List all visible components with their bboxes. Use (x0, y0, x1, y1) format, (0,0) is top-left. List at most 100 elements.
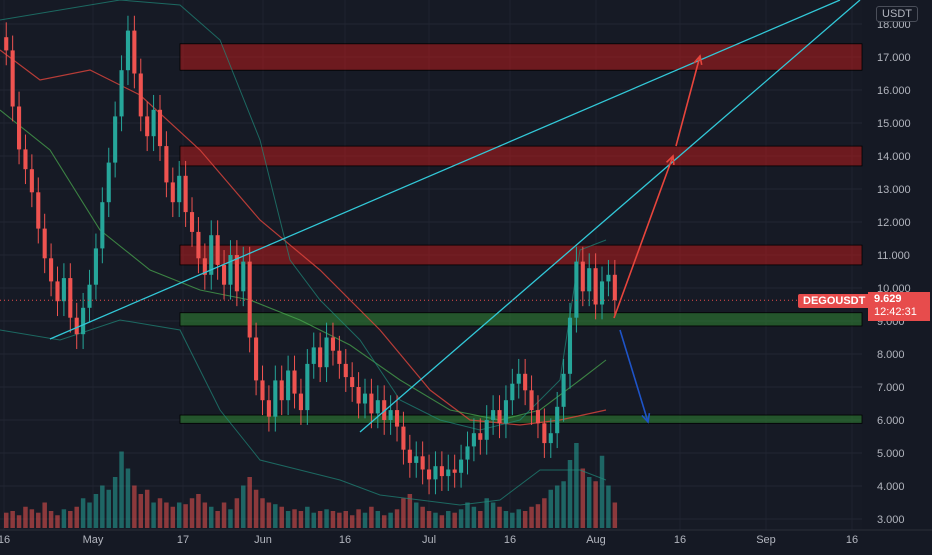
candle-body (535, 410, 541, 424)
volume-bar (426, 511, 432, 528)
candle-body (222, 264, 227, 285)
volume-bar (561, 481, 566, 528)
candle-body (81, 307, 86, 335)
arrow-up-second (675, 54, 703, 147)
volume-bar (215, 511, 220, 528)
candle-body (606, 274, 611, 282)
volume-bar (439, 515, 445, 528)
y-tick-label: 7.000 (877, 382, 905, 394)
volume-bar (516, 509, 521, 528)
x-tick-label: 16 (674, 534, 686, 546)
candle-body (260, 380, 265, 401)
volume-bar (356, 509, 361, 528)
candle-body (151, 109, 156, 137)
volume-bar (202, 502, 208, 528)
volume-bar (164, 502, 169, 528)
candle-body (612, 274, 617, 301)
volume-bar (311, 512, 316, 528)
candle-body (177, 175, 182, 203)
candle-body (311, 347, 316, 364)
bollinger-upper (0, 0, 607, 431)
volume-bar (420, 506, 425, 528)
candle-body (388, 410, 393, 420)
candle-body (433, 466, 438, 480)
arrow-up-first-head (665, 154, 675, 166)
arrow-up-first-path (613, 155, 674, 319)
candle-body (119, 70, 124, 117)
candle-body (145, 116, 150, 137)
candle-body (29, 169, 34, 193)
resistance-zone (179, 145, 863, 167)
candle-body (567, 317, 573, 374)
x-tick-label: 16 (339, 534, 351, 546)
volume-bar (414, 502, 419, 528)
candle-body (478, 433, 483, 440)
currency-label[interactable]: USDT (876, 6, 918, 22)
candle-body (4, 37, 9, 51)
candle-body (452, 469, 457, 473)
candle-body (459, 459, 464, 473)
y-tick-label: 3.000 (877, 514, 905, 526)
volume-bar (279, 506, 284, 528)
volume-bar (74, 506, 79, 528)
candle-body (68, 278, 73, 318)
candle-body (234, 255, 239, 292)
candle-body (241, 261, 246, 292)
volume-bar (266, 502, 272, 528)
candle-body (484, 420, 489, 440)
candle-body (93, 248, 98, 285)
candle-body (305, 363, 310, 411)
volume-bar (151, 502, 156, 528)
candle-body (247, 261, 252, 338)
volume-bar (593, 481, 598, 528)
volume-bar (388, 512, 393, 528)
volume-bar (554, 485, 560, 528)
volume-bar (407, 494, 413, 528)
volume-bar (465, 502, 470, 528)
y-tick-label: 11.000 (877, 250, 910, 262)
candle-body (497, 410, 502, 424)
last-price-value: 9.629 (874, 293, 902, 305)
x-tick-label: 17 (177, 534, 189, 546)
volume-bar (61, 509, 67, 528)
candle-body (10, 50, 15, 107)
candle-body (561, 373, 566, 407)
candle-body (113, 116, 118, 163)
candle-body (542, 423, 547, 444)
candle-body (375, 400, 380, 414)
volume-bar (433, 512, 438, 528)
volume-bar (375, 511, 381, 528)
volume-bar (42, 502, 47, 528)
candle-body (382, 400, 387, 420)
candle-body (298, 393, 303, 411)
volume-bar (112, 477, 118, 528)
y-tick-label: 13.000 (877, 184, 911, 196)
volume-bar (394, 509, 400, 528)
y-tick-label: 18.000 (877, 19, 911, 31)
volume-bar (132, 485, 137, 528)
candle-body (407, 449, 412, 463)
y-tick-label: 17.000 (877, 52, 911, 64)
candle-body (587, 268, 592, 292)
volume-bar (247, 477, 252, 528)
volume-bar (381, 515, 387, 528)
candle-body (401, 426, 406, 450)
volume-bar (100, 485, 105, 528)
volume-bar (183, 504, 188, 528)
candle-body (74, 317, 79, 335)
volume-bar (612, 502, 618, 528)
candle-body (529, 390, 534, 411)
x-tick-label: Jun (254, 534, 272, 546)
candle-body (125, 30, 131, 71)
candle-body (42, 228, 47, 259)
candle-body (215, 235, 220, 265)
x-tick-label: Aug (586, 534, 606, 546)
arrow-up-first (613, 154, 675, 319)
candle-body (36, 192, 41, 229)
y-tick-label: 12.000 (877, 217, 911, 229)
volume-bar (567, 460, 573, 528)
volume-bar (138, 494, 144, 528)
volume-bar (330, 511, 336, 528)
